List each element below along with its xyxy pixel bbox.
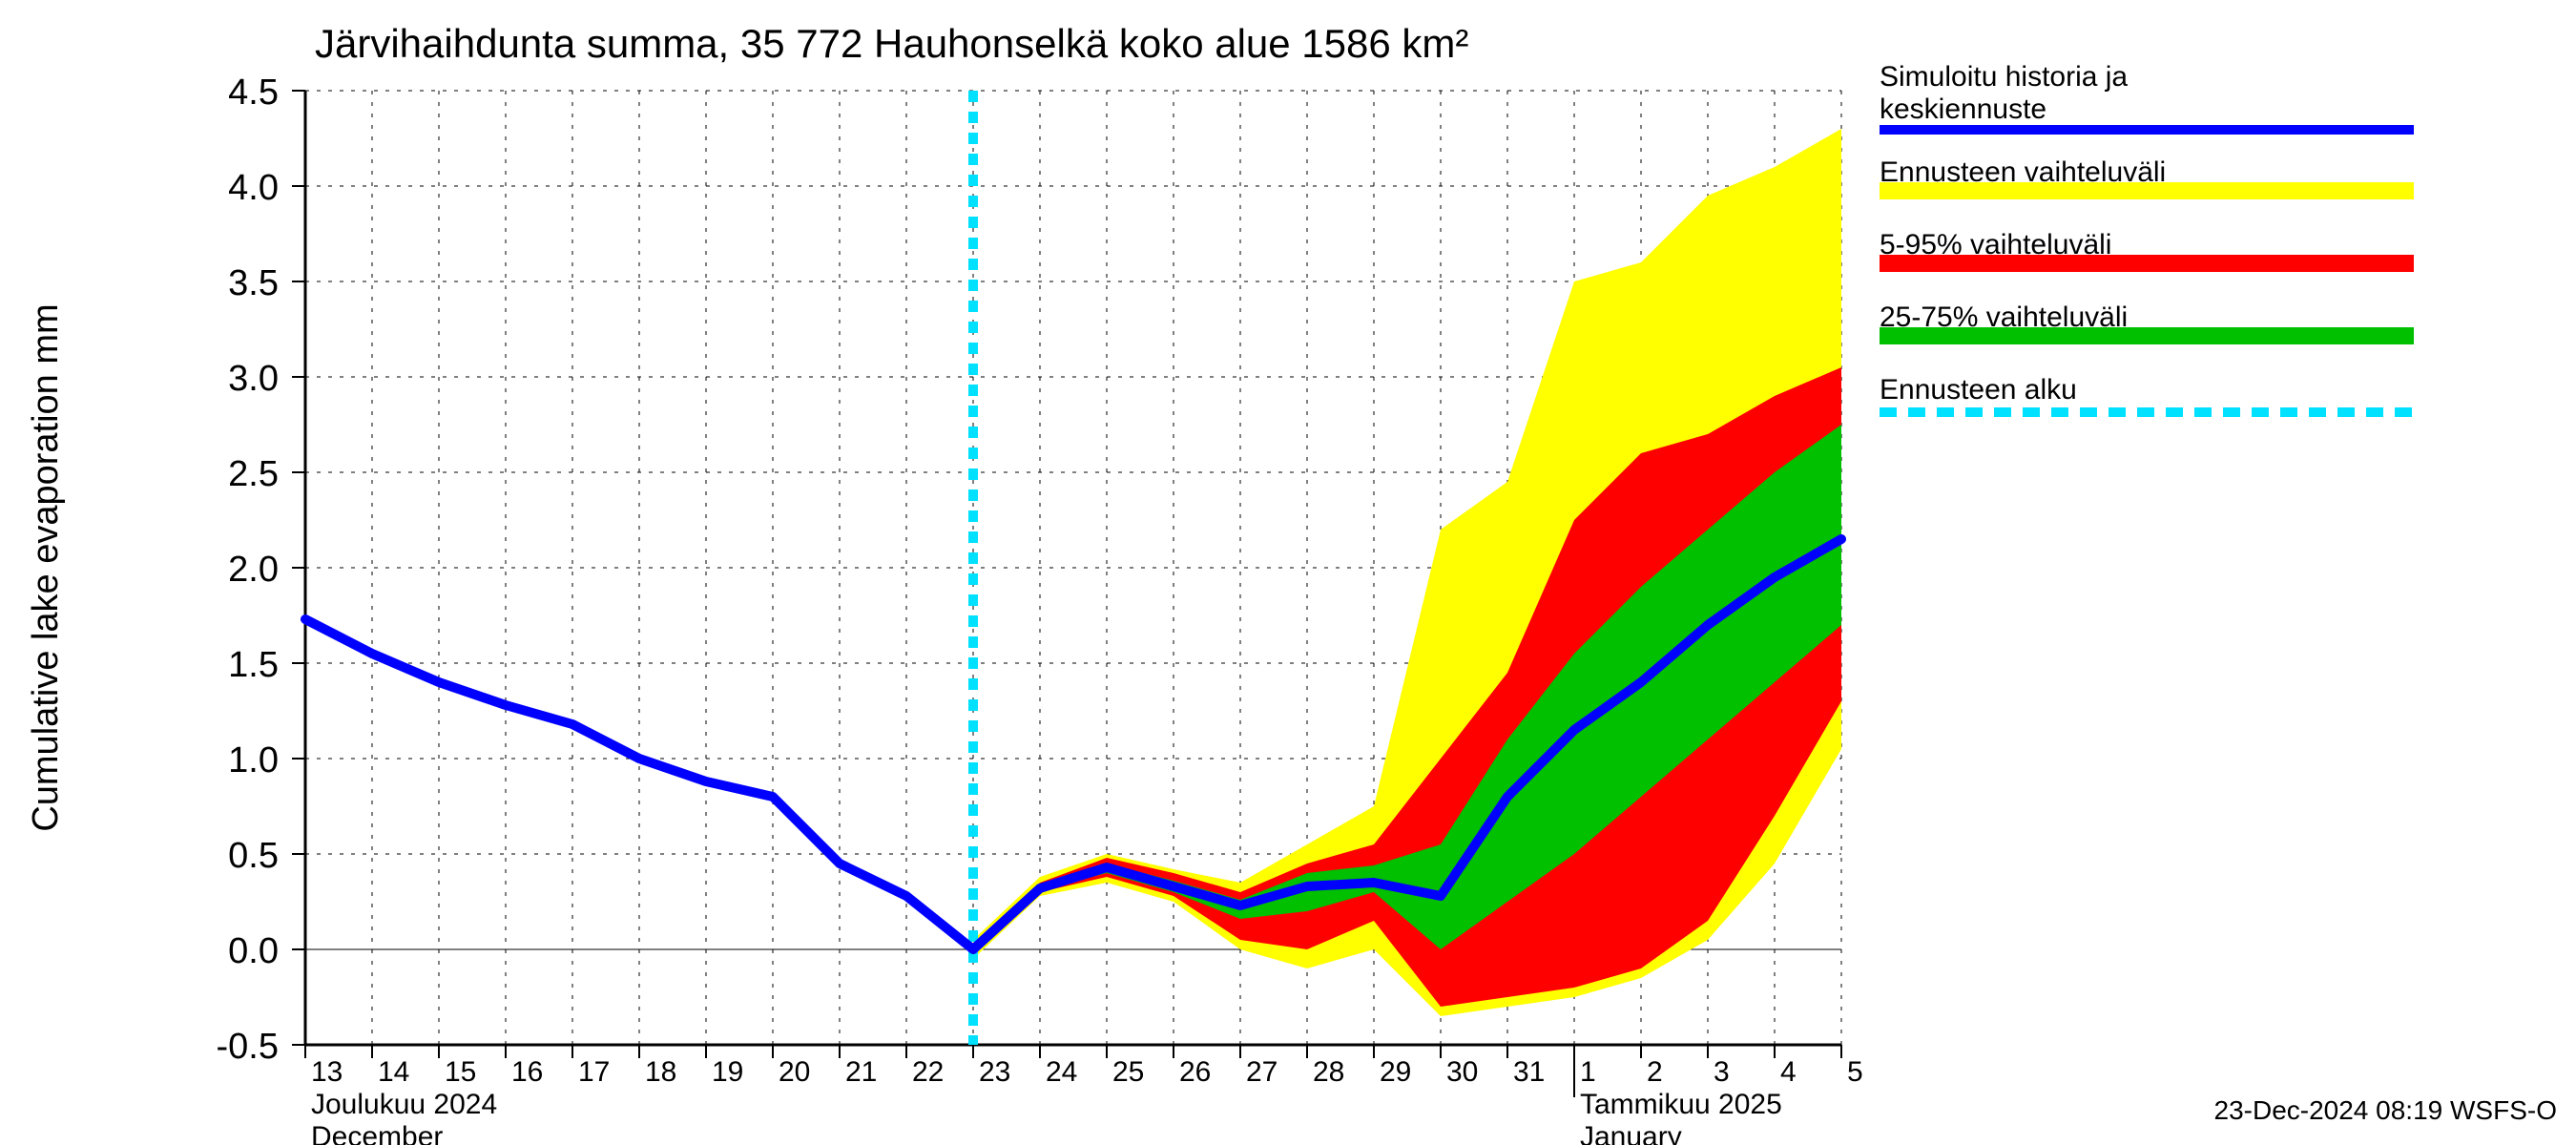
svg-text:3.5: 3.5 xyxy=(228,263,279,303)
svg-text:31: 31 xyxy=(1513,1056,1545,1088)
svg-text:Simuloitu historia ja: Simuloitu historia ja xyxy=(1880,61,2128,93)
svg-text:25: 25 xyxy=(1112,1056,1144,1088)
svg-text:14: 14 xyxy=(378,1056,409,1088)
svg-text:17: 17 xyxy=(578,1056,610,1088)
svg-text:3: 3 xyxy=(1714,1056,1730,1088)
svg-text:21: 21 xyxy=(845,1056,877,1088)
svg-text:Cumulative lake evaporation: Cumulative lake evaporation mm xyxy=(26,303,66,831)
svg-text:5: 5 xyxy=(1847,1056,1863,1088)
svg-text:19: 19 xyxy=(712,1056,743,1088)
svg-text:1.5: 1.5 xyxy=(228,645,279,685)
svg-text:0.5: 0.5 xyxy=(228,836,279,876)
svg-text:3.0: 3.0 xyxy=(228,359,279,399)
svg-text:Ennusteen alku: Ennusteen alku xyxy=(1880,374,2077,406)
svg-text:28: 28 xyxy=(1313,1056,1344,1088)
svg-text:13: 13 xyxy=(311,1056,343,1088)
svg-text:29: 29 xyxy=(1380,1056,1411,1088)
chart-container: Järvihaihdunta summa, 35 772 Hauhonselkä… xyxy=(0,0,2576,1145)
svg-text:December: December xyxy=(311,1121,443,1145)
svg-text:24: 24 xyxy=(1046,1056,1077,1088)
footer-timestamp: 23-Dec-2024 08:19 WSFS-O xyxy=(2214,1095,2558,1126)
svg-text:1.0: 1.0 xyxy=(228,740,279,781)
svg-text:30: 30 xyxy=(1446,1056,1478,1088)
svg-text:Järvihaihdunta summa, 35 772 H: Järvihaihdunta summa, 35 772 Hauhonselkä… xyxy=(315,21,1468,66)
svg-text:23: 23 xyxy=(979,1056,1010,1088)
svg-text:26: 26 xyxy=(1179,1056,1211,1088)
svg-text:keskiennuste: keskiennuste xyxy=(1880,94,2046,125)
svg-text:January: January xyxy=(1580,1121,1682,1145)
svg-text:2.0: 2.0 xyxy=(228,550,279,590)
svg-text:15: 15 xyxy=(445,1056,476,1088)
svg-text:27: 27 xyxy=(1246,1056,1278,1088)
svg-text:20: 20 xyxy=(779,1056,810,1088)
svg-text:Tammikuu 2025: Tammikuu 2025 xyxy=(1580,1089,1782,1120)
svg-text:4: 4 xyxy=(1780,1056,1797,1088)
svg-text:2.5: 2.5 xyxy=(228,454,279,494)
svg-text:-0.5: -0.5 xyxy=(217,1027,279,1067)
svg-text:16: 16 xyxy=(511,1056,543,1088)
svg-text:18: 18 xyxy=(645,1056,676,1088)
svg-text:22: 22 xyxy=(912,1056,944,1088)
chart-svg: Järvihaihdunta summa, 35 772 Hauhonselkä… xyxy=(0,0,2576,1145)
svg-text:0.0: 0.0 xyxy=(228,931,279,971)
svg-text:4.0: 4.0 xyxy=(228,168,279,208)
svg-text:1: 1 xyxy=(1580,1056,1596,1088)
svg-text:2: 2 xyxy=(1647,1056,1663,1088)
svg-text:4.5: 4.5 xyxy=(228,73,279,113)
svg-text:Joulukuu 2024: Joulukuu 2024 xyxy=(311,1089,497,1120)
